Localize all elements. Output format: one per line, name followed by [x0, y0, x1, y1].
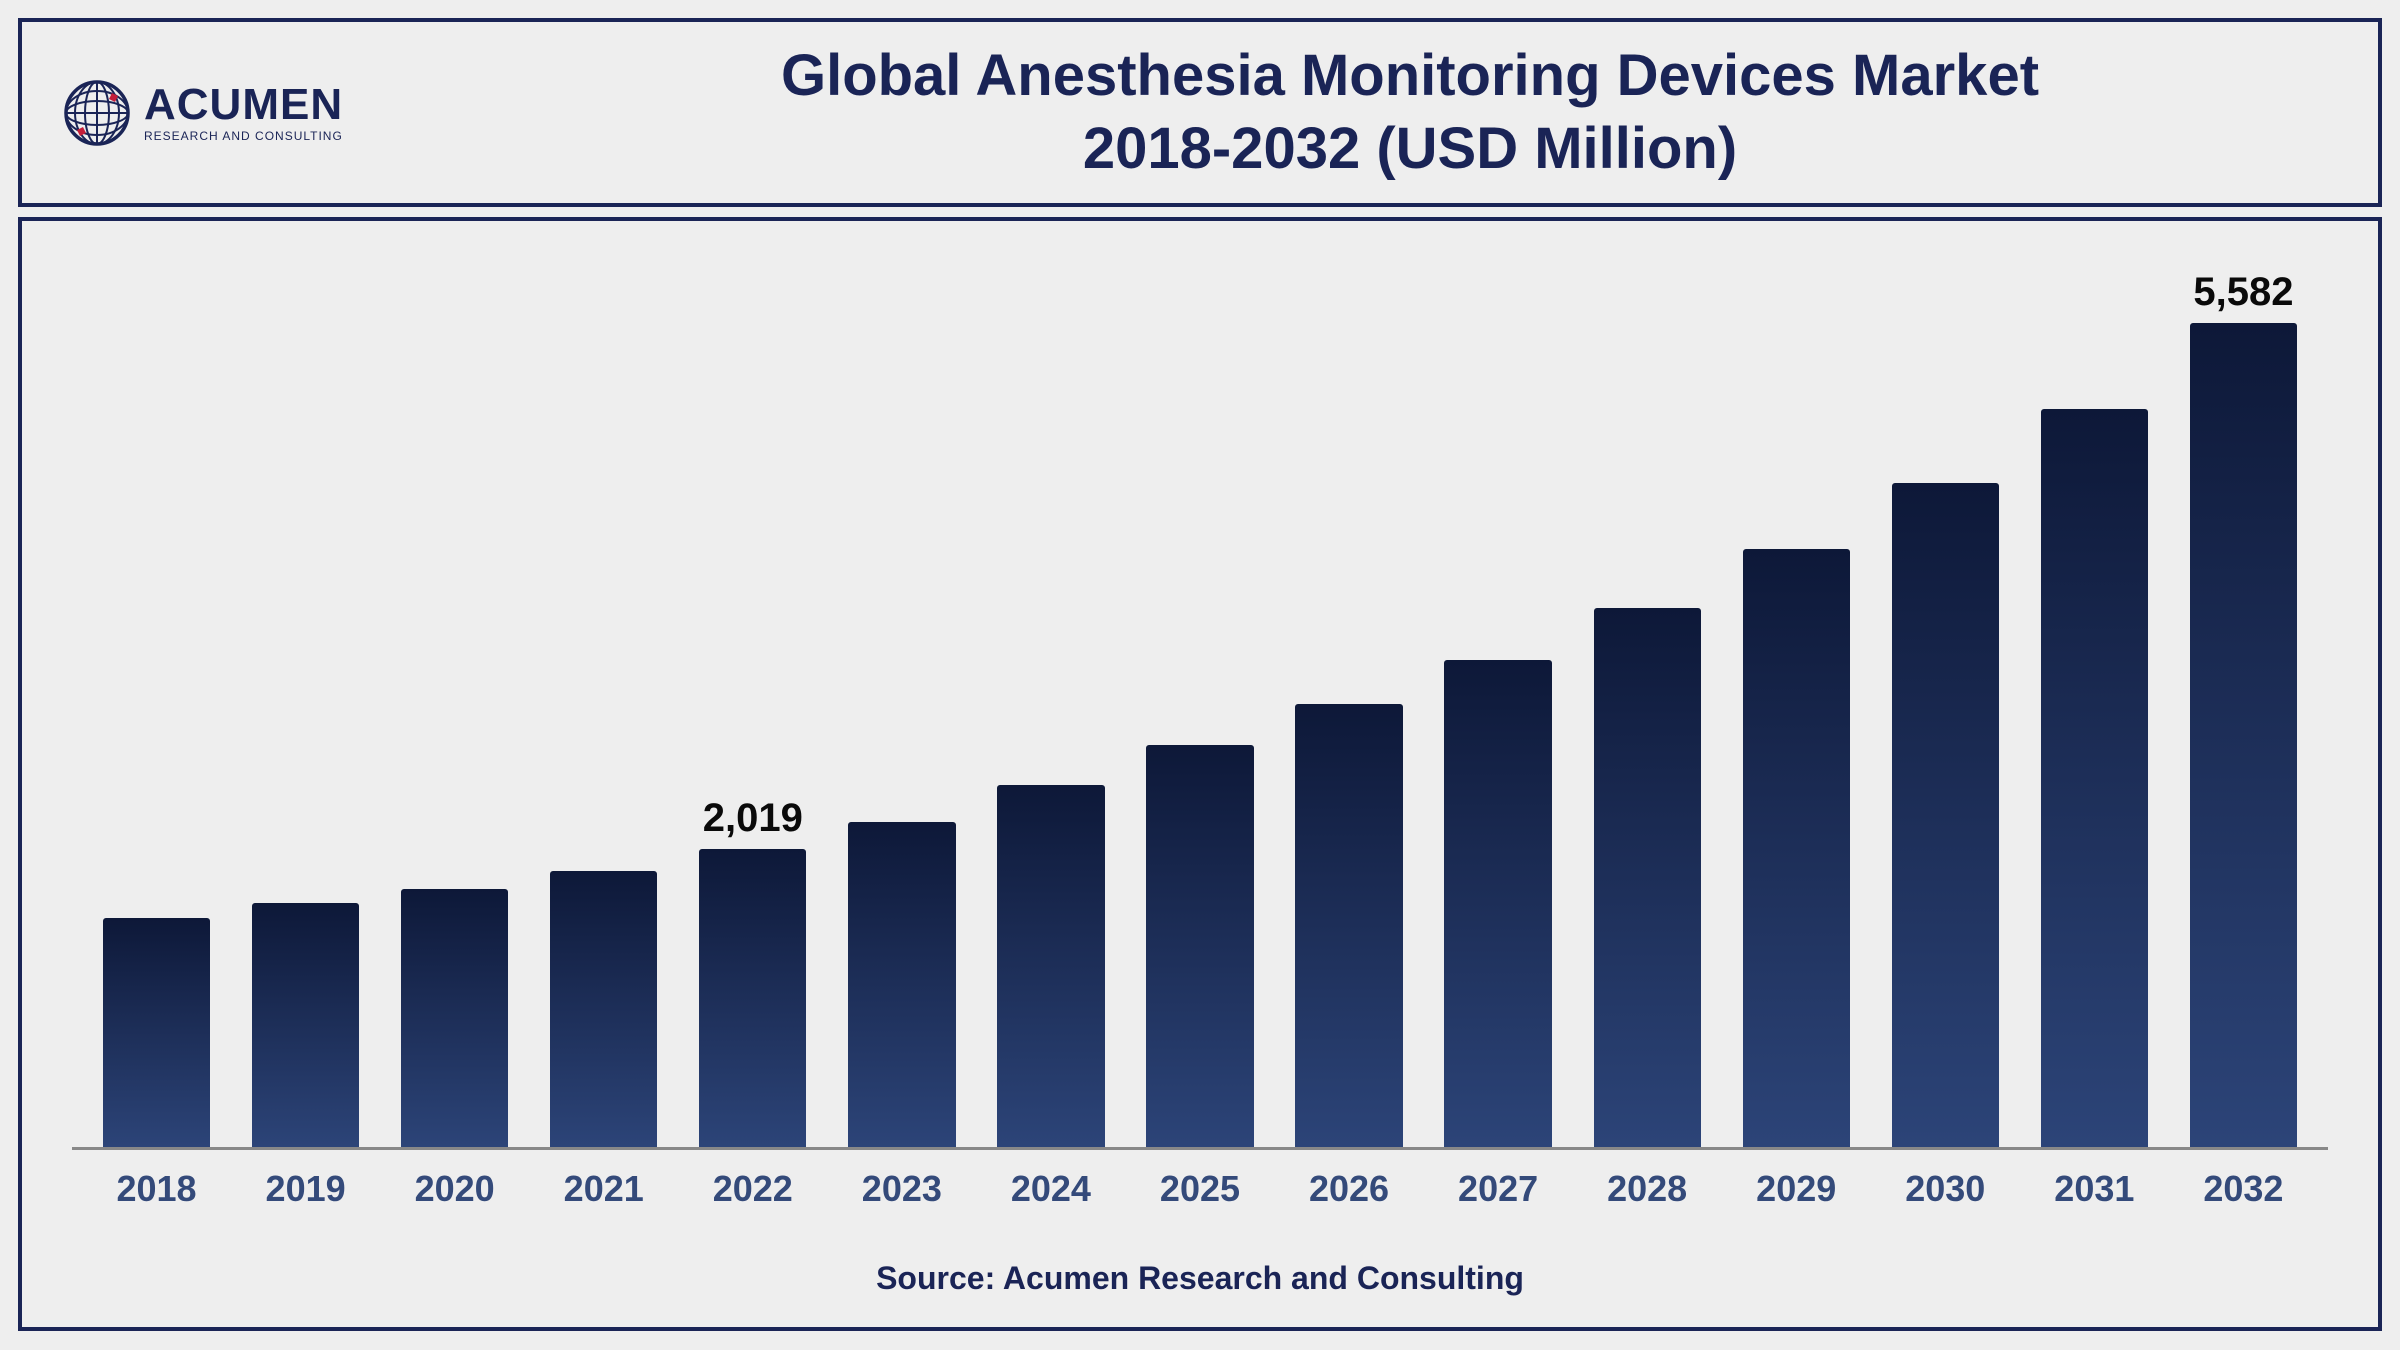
x-tick: 2026	[1275, 1168, 1424, 1210]
x-tick: 2024	[976, 1168, 1125, 1210]
bar-slot	[231, 261, 380, 1147]
bar	[997, 785, 1104, 1147]
bar-slot	[1871, 261, 2020, 1147]
bar-slot	[827, 261, 976, 1147]
bar-slot	[1722, 261, 1871, 1147]
bar	[2190, 323, 2297, 1147]
bar-slot	[2020, 261, 2169, 1147]
bar	[401, 889, 508, 1147]
bar	[103, 918, 210, 1147]
bar-slot	[1424, 261, 1573, 1147]
x-tick: 2018	[82, 1168, 231, 1210]
x-tick: 2020	[380, 1168, 529, 1210]
x-tick: 2028	[1573, 1168, 1722, 1210]
x-tick: 2027	[1424, 1168, 1573, 1210]
x-tick: 2019	[231, 1168, 380, 1210]
bar-slot	[1125, 261, 1274, 1147]
logo-brand: ACUMEN	[144, 83, 343, 127]
x-tick: 2021	[529, 1168, 678, 1210]
x-axis: 2018201920202021202220232024202520262027…	[72, 1150, 2328, 1210]
bar-slot	[380, 261, 529, 1147]
logo-tagline: RESEARCH AND CONSULTING	[144, 129, 343, 143]
bar	[252, 903, 359, 1147]
x-tick: 2029	[1722, 1168, 1871, 1210]
x-tick: 2032	[2169, 1168, 2318, 1210]
x-tick: 2030	[1871, 1168, 2020, 1210]
bar	[550, 871, 657, 1147]
logo-text: ACUMEN RESEARCH AND CONSULTING	[144, 83, 343, 143]
bar-slot	[976, 261, 1125, 1147]
bar-slot	[82, 261, 231, 1147]
title-line-1: Global Anesthesia Monitoring Devices Mar…	[482, 40, 2338, 113]
header-box: ACUMEN RESEARCH AND CONSULTING Global An…	[18, 18, 2382, 207]
bar-slot	[1275, 261, 1424, 1147]
chart-box: 2,0195,582 20182019202020212022202320242…	[18, 217, 2382, 1331]
chart-area: 2,0195,582 20182019202020212022202320242…	[72, 261, 2328, 1210]
bar	[699, 849, 806, 1147]
bar-slot: 2,019	[678, 261, 827, 1147]
title-line-2: 2018-2032 (USD Million)	[482, 113, 2338, 186]
x-tick: 2031	[2020, 1168, 2169, 1210]
bar-slot: 5,582	[2169, 261, 2318, 1147]
x-tick: 2023	[827, 1168, 976, 1210]
outer-container: ACUMEN RESEARCH AND CONSULTING Global An…	[18, 18, 2382, 1332]
bars-container: 2,019 5,582	[72, 261, 2328, 1150]
bar-value-label: 2,019	[678, 796, 827, 841]
chart-title: Global Anesthesia Monitoring Devices Mar…	[482, 40, 2338, 185]
bar-value-label: 5,582	[2169, 270, 2318, 315]
bar	[1743, 549, 1850, 1147]
bar	[1146, 745, 1253, 1147]
bar-slot	[529, 261, 678, 1147]
logo: ACUMEN RESEARCH AND CONSULTING	[62, 78, 482, 148]
globe-icon	[62, 78, 132, 148]
bar	[2041, 409, 2148, 1147]
x-tick: 2025	[1125, 1168, 1274, 1210]
x-tick: 2022	[678, 1168, 827, 1210]
bar	[1444, 660, 1551, 1147]
bar	[1295, 704, 1402, 1147]
source-text: Source: Acumen Research and Consulting	[72, 1260, 2328, 1297]
bar	[848, 822, 955, 1147]
bar-slot	[1573, 261, 1722, 1147]
bar	[1892, 483, 1999, 1148]
bar	[1594, 608, 1701, 1147]
